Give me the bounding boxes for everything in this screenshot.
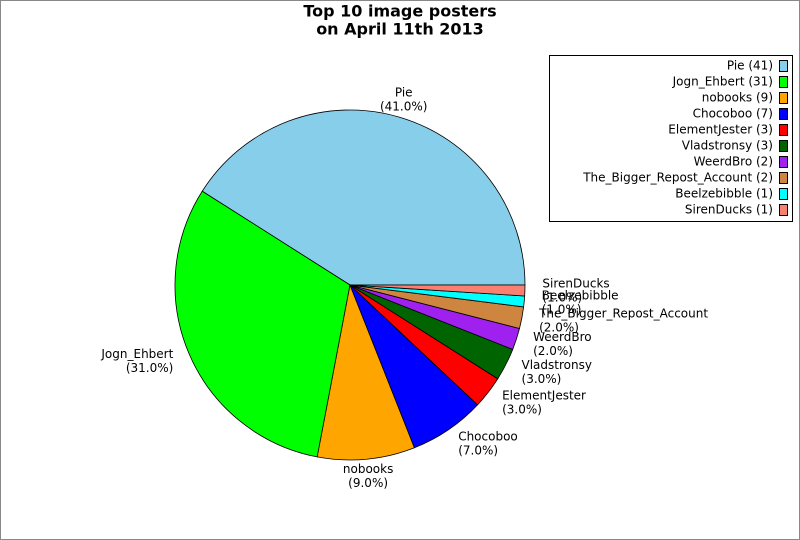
slice-label: nobooks (343, 462, 393, 476)
chart-title: Top 10 image posters (303, 2, 496, 21)
slice-label: The_Bigger_Repost_Account (538, 307, 708, 321)
legend-swatch (779, 124, 788, 136)
slice-value-label: (31.0%) (126, 361, 173, 375)
slice-label: Beelzebibble (542, 289, 619, 303)
chart-title: on April 11th 2013 (316, 20, 484, 39)
pie-slice (174, 190, 351, 458)
legend-label: The_Bigger_Repost_Account (2) (582, 171, 773, 185)
legend-label: Beelzebibble (1) (675, 187, 773, 201)
legend-swatch (779, 156, 788, 168)
legend-label: WeerdBro (2) (694, 155, 773, 169)
slice-value-label: (2.0%) (539, 321, 579, 335)
slice-value-label: (7.0%) (458, 444, 498, 458)
legend-swatch (779, 92, 788, 104)
legend-swatch (779, 204, 788, 216)
slice-value-label: (3.0%) (502, 402, 542, 416)
slice-value-label: (9.0%) (348, 476, 388, 490)
pie-slice (316, 283, 415, 461)
slice-label: Chocoboo (458, 430, 518, 444)
pie-slice (349, 284, 526, 297)
slice-label: ElementJester (502, 388, 586, 402)
legend-swatch (779, 108, 788, 120)
legend-label: nobooks (9) (702, 91, 773, 105)
slice-label: SirenDucks (542, 277, 609, 291)
legend-swatch (779, 172, 788, 184)
pie-slice (201, 109, 526, 286)
legend-label: Pie (41) (727, 59, 773, 73)
legend-label: Chocoboo (7) (693, 107, 773, 121)
legend-label: Vladstronsy (3) (682, 139, 773, 153)
legend-label: Jogn_Ehbert (31) (672, 75, 773, 89)
slice-value-label: (3.0%) (522, 372, 562, 386)
legend-swatch (779, 188, 788, 200)
slice-value-label: (1.0%) (542, 291, 582, 305)
legend-swatch (779, 140, 788, 152)
slice-label: Pie (395, 86, 413, 100)
slice-label: Vladstronsy (522, 358, 592, 372)
legend-swatch (779, 60, 788, 72)
legend-box (549, 55, 793, 222)
slice-label: WeerdBro (533, 330, 592, 344)
slice-value-label: (2.0%) (533, 344, 573, 358)
legend-swatch (779, 76, 788, 88)
legend-label: SirenDucks (1) (685, 203, 773, 217)
slice-value-label: (1.0%) (542, 303, 582, 317)
legend-label: ElementJester (3) (668, 123, 773, 137)
slice-value-label: (41.0%) (380, 100, 427, 114)
slice-label: Jogn_Ehbert (100, 347, 173, 361)
